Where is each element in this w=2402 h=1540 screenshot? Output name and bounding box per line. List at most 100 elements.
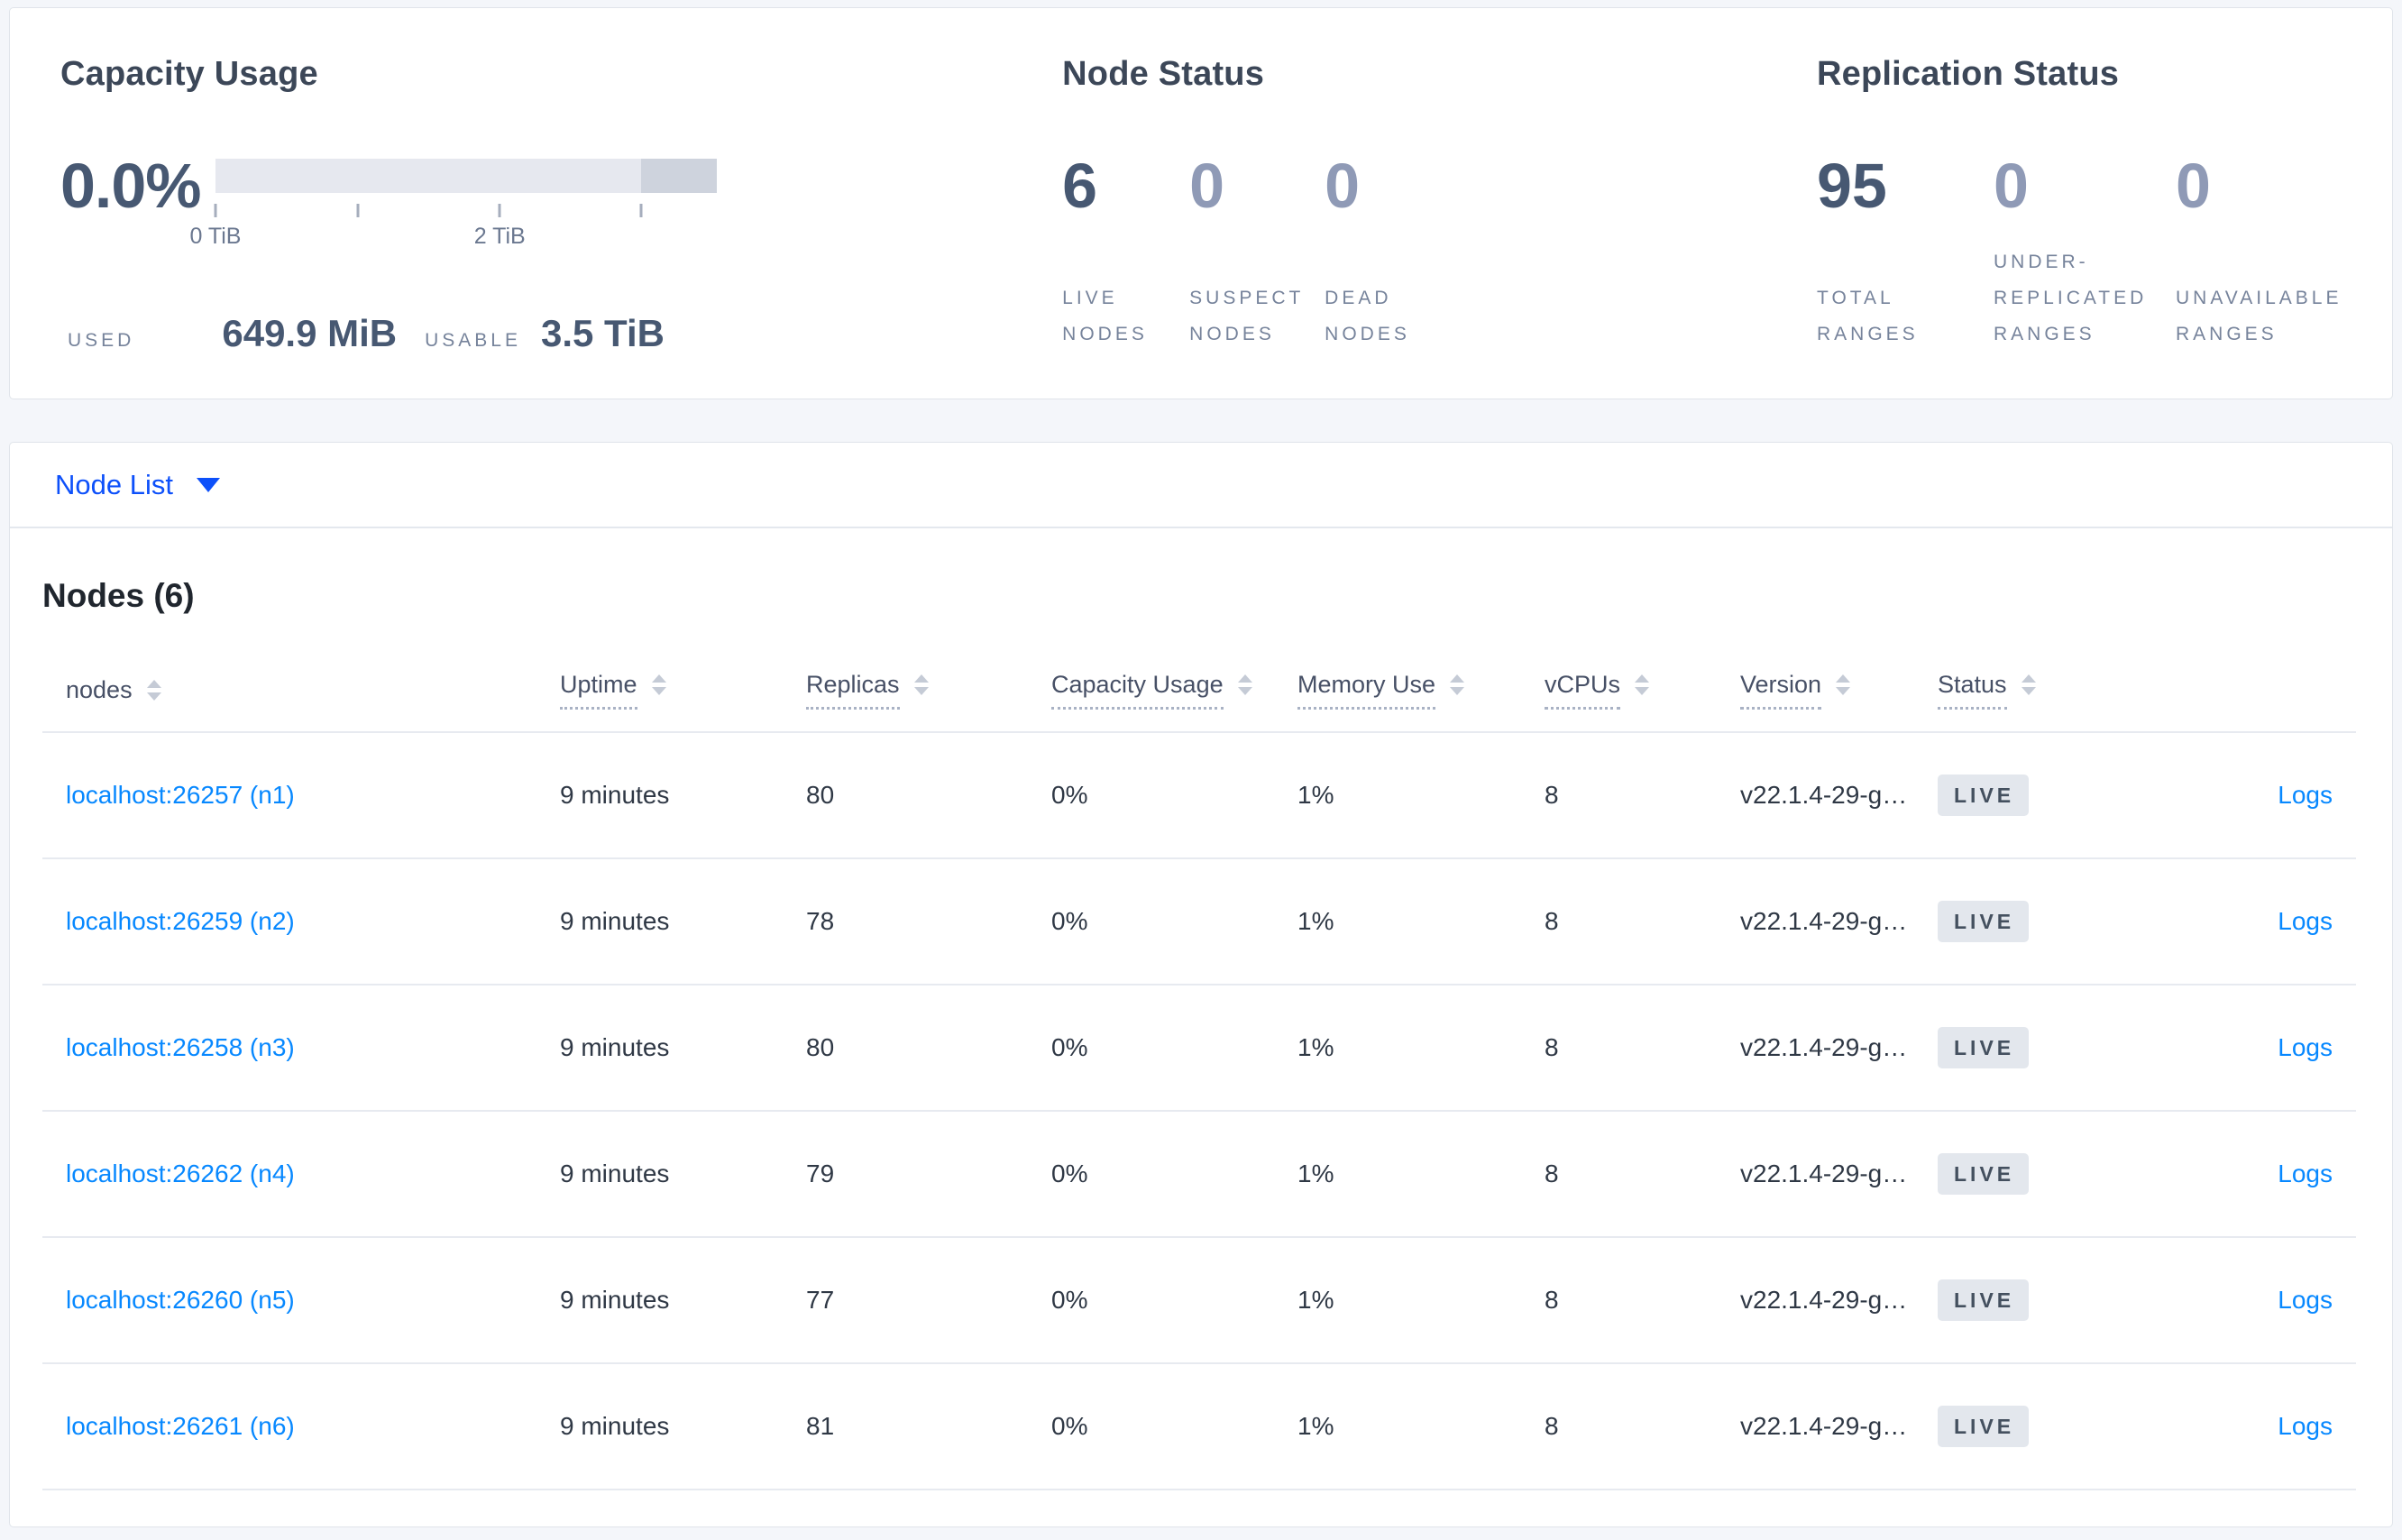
vcpus-cell: 8 bbox=[1545, 1160, 1559, 1187]
version-cell: v22.1.4-29-g… bbox=[1740, 1160, 1908, 1187]
logs-link[interactable]: Logs bbox=[2278, 1033, 2333, 1061]
sort-icon bbox=[2021, 674, 2036, 695]
vcpus-cell: 8 bbox=[1545, 1412, 1559, 1440]
column-header-version[interactable]: Version bbox=[1717, 670, 1914, 710]
capacity-bar-segment bbox=[641, 159, 717, 193]
memory-use-cell: 1% bbox=[1297, 1286, 1334, 1314]
status-badge: LIVE bbox=[1938, 1153, 2030, 1195]
capacity-usage-title: Capacity Usage bbox=[60, 55, 318, 93]
sort-icon bbox=[1237, 674, 1252, 695]
logs-link[interactable]: Logs bbox=[2278, 1286, 2333, 1314]
cluster-summary-panel: Capacity Usage 0.0% 0 TiB 2 TiB USED bbox=[9, 7, 2393, 399]
replicas-cell: 80 bbox=[806, 781, 835, 809]
version-cell: v22.1.4-29-g… bbox=[1740, 1412, 1908, 1440]
uptime-cell: 9 minutes bbox=[560, 781, 670, 809]
version-cell: v22.1.4-29-g… bbox=[1740, 781, 1908, 809]
capacity-usage-cell: 0% bbox=[1051, 1286, 1088, 1314]
vcpus-cell: 8 bbox=[1545, 907, 1559, 935]
column-header-uptime[interactable]: Uptime bbox=[536, 670, 783, 710]
logs-link[interactable]: Logs bbox=[2278, 1412, 2333, 1440]
capacity-axis-tick bbox=[356, 204, 360, 217]
capacity-usable-value: 3.5 TiB bbox=[541, 312, 665, 354]
live-nodes-value: 6 bbox=[1062, 151, 1098, 221]
memory-use-cell: 1% bbox=[1297, 1160, 1334, 1187]
column-header-memory-use[interactable]: Memory Use bbox=[1274, 670, 1521, 710]
live-nodes-label: LIVE NODES bbox=[1062, 288, 1148, 344]
capacity-usage-cell: 0% bbox=[1051, 1033, 1088, 1061]
node-row: localhost:26259 (n2) 9 minutes 78 0% 1% … bbox=[42, 859, 2356, 985]
nodes-table-section: Nodes (6) nodes Uptime Replicas bbox=[10, 528, 2392, 1526]
node-link[interactable]: localhost:26258 (n3) bbox=[66, 1033, 295, 1061]
memory-use-cell: 1% bbox=[1297, 1033, 1334, 1061]
sort-icon bbox=[651, 674, 666, 695]
capacity-used-usable-row: USED 649.9 MiB USABLE 3.5 TiB bbox=[68, 312, 1062, 355]
node-status-section: Node Status 6 LIVE NODES 0 SUSPECT NODES… bbox=[1062, 54, 1817, 353]
uptime-cell: 9 minutes bbox=[560, 1033, 670, 1061]
view-selector-bar: Node List bbox=[10, 443, 2392, 528]
capacity-usage-section: Capacity Usage 0.0% 0 TiB 2 TiB USED bbox=[60, 54, 1062, 355]
replicas-cell: 78 bbox=[806, 907, 835, 935]
uptime-cell: 9 minutes bbox=[560, 1412, 670, 1440]
under-replicated-ranges-value: 0 bbox=[1994, 151, 2029, 221]
memory-use-cell: 1% bbox=[1297, 907, 1334, 935]
vcpus-cell: 8 bbox=[1545, 1286, 1559, 1314]
column-header-nodes[interactable]: nodes bbox=[42, 675, 536, 704]
status-badge: LIVE bbox=[1938, 1279, 2030, 1321]
capacity-used-percent: 0.0% bbox=[60, 151, 202, 221]
column-header-vcpus[interactable]: vCPUs bbox=[1521, 670, 1717, 710]
suspect-nodes-value: 0 bbox=[1189, 151, 1225, 221]
node-link[interactable]: localhost:26259 (n2) bbox=[66, 907, 295, 935]
version-cell: v22.1.4-29-g… bbox=[1740, 907, 1908, 935]
node-row: localhost:26260 (n5) 9 minutes 77 0% 1% … bbox=[42, 1238, 2356, 1364]
logs-link[interactable]: Logs bbox=[2278, 781, 2333, 809]
capacity-bar-track bbox=[215, 159, 717, 193]
caret-down-icon bbox=[196, 477, 220, 492]
node-row: localhost:26257 (n1) 9 minutes 80 0% 1% … bbox=[42, 733, 2356, 859]
logs-link[interactable]: Logs bbox=[2278, 1160, 2333, 1187]
capacity-axis-tick bbox=[214, 204, 217, 217]
nodes-table-title: Nodes (6) bbox=[42, 577, 195, 614]
sort-icon bbox=[913, 674, 929, 695]
node-status-title: Node Status bbox=[1062, 55, 1265, 93]
node-link[interactable]: localhost:26257 (n1) bbox=[66, 781, 295, 809]
node-link[interactable]: localhost:26260 (n5) bbox=[66, 1286, 295, 1314]
column-header-capacity-usage[interactable]: Capacity Usage bbox=[1028, 670, 1274, 710]
node-link[interactable]: localhost:26261 (n6) bbox=[66, 1412, 295, 1440]
dead-nodes-stat: 0 DEAD NODES bbox=[1325, 153, 1460, 353]
capacity-axis-label-2tib: 2 TiB bbox=[473, 224, 526, 249]
unavailable-ranges-label: UNAVAILABLE RANGES bbox=[2176, 288, 2342, 344]
node-link[interactable]: localhost:26262 (n4) bbox=[66, 1160, 295, 1187]
node-row: localhost:26258 (n3) 9 minutes 80 0% 1% … bbox=[42, 985, 2356, 1112]
status-badge: LIVE bbox=[1938, 1027, 2030, 1068]
under-replicated-ranges-label: UNDER-REPLICATED RANGES bbox=[1994, 252, 2148, 344]
total-ranges-label: TOTAL RANGES bbox=[1817, 288, 1919, 344]
status-badge: LIVE bbox=[1938, 775, 2030, 816]
node-list-dropdown[interactable]: Node List bbox=[55, 469, 220, 501]
version-cell: v22.1.4-29-g… bbox=[1740, 1286, 1908, 1314]
replicas-cell: 79 bbox=[806, 1160, 835, 1187]
capacity-axis-tick bbox=[498, 204, 501, 217]
uptime-cell: 9 minutes bbox=[560, 1286, 670, 1314]
replicas-cell: 81 bbox=[806, 1412, 835, 1440]
status-badge: LIVE bbox=[1938, 1406, 2030, 1447]
vcpus-cell: 8 bbox=[1545, 781, 1559, 809]
uptime-cell: 9 minutes bbox=[560, 907, 670, 935]
logs-link[interactable]: Logs bbox=[2278, 907, 2333, 935]
capacity-usage-cell: 0% bbox=[1051, 781, 1088, 809]
capacity-axis-label-0tib: 0 TiB bbox=[189, 224, 242, 249]
suspect-nodes-stat: 0 SUSPECT NODES bbox=[1189, 153, 1325, 353]
column-header-status[interactable]: Status bbox=[1914, 670, 2131, 710]
column-header-replicas[interactable]: Replicas bbox=[783, 670, 1028, 710]
node-list-card: Node List Nodes (6) nodes Uptime Replic bbox=[9, 442, 2393, 1527]
nodes-table-header: nodes Uptime Replicas Capacity Usage bbox=[42, 647, 2356, 733]
sort-icon bbox=[1635, 674, 1650, 695]
node-list-dropdown-label: Node List bbox=[55, 468, 173, 500]
vcpus-cell: 8 bbox=[1545, 1033, 1559, 1061]
node-row: localhost:26262 (n4) 9 minutes 79 0% 1% … bbox=[42, 1112, 2356, 1238]
dead-nodes-label: DEAD NODES bbox=[1325, 288, 1410, 344]
capacity-axis-tick bbox=[639, 204, 643, 217]
memory-use-cell: 1% bbox=[1297, 781, 1334, 809]
total-ranges-stat: 95 TOTAL RANGES bbox=[1817, 153, 1994, 353]
unavailable-ranges-stat: 0 UNAVAILABLE RANGES bbox=[2176, 153, 2392, 353]
capacity-usage-cell: 0% bbox=[1051, 1160, 1088, 1187]
